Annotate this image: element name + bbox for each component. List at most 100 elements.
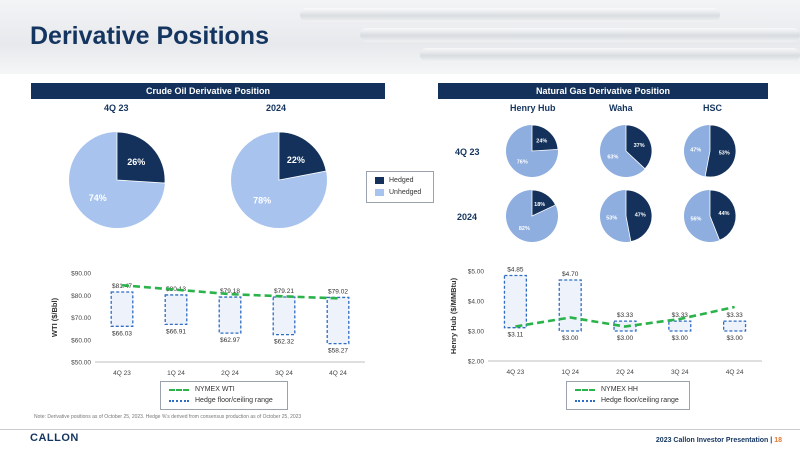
pipe-graphic	[420, 48, 800, 62]
oil-chart-hedge-range-bar	[326, 296, 350, 345]
oil-chart-floor-label: $62.97	[220, 337, 240, 344]
oil-chart-y-label: WTI ($/Bbl)	[50, 297, 59, 337]
oil-chart-ceiling-label: $79.18	[220, 288, 240, 295]
range-swatch	[169, 399, 189, 402]
gas-chart-ceiling-label: $4.70	[562, 271, 579, 278]
legend-hedge-range: Hedge floor/ceiling range	[195, 397, 273, 404]
oil-pie-4q23-hedged-label: 26%	[127, 157, 145, 167]
company-logo: CALLON	[30, 432, 79, 444]
gas-pie-4-hedged-label: 53%	[719, 150, 730, 156]
oil-chart-hedge-range-bar	[218, 296, 242, 334]
gas-chart-ceiling-label: $4.85	[507, 267, 524, 274]
gas-pie-2-hedged-slice	[531, 124, 559, 152]
gas-line-legend: NYMEX HH Hedge floor/ceiling range	[566, 381, 690, 410]
oil-chart-ceiling-label: $80.13	[166, 286, 186, 293]
oil-chart-floor-label: $58.27	[328, 348, 348, 355]
gas-pie-3-hedged-label: 37%	[634, 143, 645, 149]
gas-chart-y-tick: $3.00	[468, 329, 485, 336]
oil-chart-y-tick: $90.00	[71, 271, 91, 278]
gas-chart-x-tick: 4Q 23	[507, 369, 525, 376]
gas-pie-3-unhedged-label: 63%	[607, 155, 618, 161]
gas-chart-floor-label: $3.00	[617, 335, 634, 342]
gas-col-hsc: HSC	[703, 103, 723, 113]
legend-nymex-hh: NYMEX HH	[601, 386, 638, 393]
gas-chart-hedge-range-bar	[558, 279, 582, 332]
oil-section-band: Crude Oil Derivative Position	[31, 83, 385, 99]
gas-chart-floor-label: $3.11	[508, 332, 524, 339]
oil-pie-legend: Hedged Unhedged	[366, 171, 434, 203]
oil-chart-y-tick: $50.00	[71, 360, 91, 367]
strip-line-swatch	[169, 388, 189, 391]
legend-hedged: Hedged	[389, 177, 414, 184]
oil-chart-y-tick: $60.00	[71, 337, 91, 344]
gas-chart-y-tick: $5.00	[468, 269, 485, 276]
pipe-graphic	[360, 28, 800, 42]
gas-col-waha: Waha	[609, 103, 633, 113]
oil-chart-ceiling-label: $79.21	[274, 288, 294, 295]
gas-chart-hedge-range-bar	[722, 320, 747, 332]
oil-chart-floor-label: $66.03	[112, 330, 132, 337]
oil-chart-hedge-range-bar	[110, 291, 134, 327]
gas-chart-ceiling-label: $3.33	[672, 312, 689, 319]
gas-chart-x-tick: 3Q 24	[671, 369, 689, 376]
gas-chart-floor-label: $3.00	[562, 335, 579, 342]
gas-row-4q23: 4Q 23	[455, 147, 480, 157]
gas-chart-x-tick: 1Q 24	[561, 369, 579, 376]
legend-hedge-range: Hedge floor/ceiling range	[601, 397, 679, 404]
gas-pie-7-unhedged-label: 56%	[690, 217, 701, 223]
gas-chart-hedge-range-bar	[503, 274, 528, 329]
oil-chart-x-tick: 2Q 24	[221, 370, 239, 377]
gas-chart-x-tick: 4Q 24	[726, 369, 744, 376]
gas-pie-2-unhedged-label: 76%	[517, 159, 528, 165]
gas-row-2024: 2024	[457, 212, 478, 222]
gas-pie-7-hedged-label: 44%	[719, 211, 730, 217]
range-swatch	[575, 399, 595, 402]
legend-nymex-wti: NYMEX WTI	[195, 386, 235, 393]
oil-pie-label-4q23: 4Q 23	[104, 103, 129, 113]
gas-chart-y-tick: $4.00	[468, 299, 485, 306]
gas-pie-6-hedged-slice	[625, 189, 653, 243]
gas-chart-hedge-range-bar	[668, 320, 692, 332]
oil-pie-2024-unhedged-label: 78%	[253, 195, 271, 205]
oil-chart-x-tick: 4Q 23	[113, 370, 131, 377]
oil-chart-x-tick: 1Q 24	[167, 370, 185, 377]
legend-unhedged: Unhedged	[389, 189, 422, 196]
oil-chart-y-tick: $80.00	[71, 293, 91, 300]
oil-pie-4q23-hedged-slice	[116, 131, 166, 184]
gas-pie-5-hedged-slice	[531, 189, 557, 217]
oil-chart-y-tick: $70.00	[71, 315, 91, 322]
gas-chart-x-tick: 2Q 24	[616, 369, 634, 376]
gas-pie-4-hedged-slice	[704, 124, 737, 178]
gas-pie-2-hedged-label: 24%	[536, 139, 547, 145]
page-title: Derivative Positions	[30, 22, 269, 50]
gas-chart-floor-label: $3.00	[726, 335, 743, 342]
gas-chart-floor-label: $3.00	[672, 335, 689, 342]
oil-chart-floor-label: $62.32	[274, 339, 294, 346]
unhedged-swatch	[375, 189, 384, 196]
header-banner: Derivative Positions	[0, 0, 800, 74]
oil-chart-ceiling-label: $79.02	[328, 288, 348, 295]
oil-line-legend: NYMEX WTI Hedge floor/ceiling range	[160, 381, 288, 410]
gas-pie-4-unhedged-label: 47%	[690, 148, 701, 154]
oil-chart-hedge-range-bar	[164, 294, 188, 326]
strip-line-swatch	[575, 388, 595, 391]
oil-chart-hedge-range-bar	[272, 296, 296, 336]
gas-pie-6-unhedged-label: 53%	[606, 215, 617, 221]
footer-text: 2023 Callon Investor Presentation | 18	[656, 437, 782, 444]
gas-section-band: Natural Gas Derivative Position	[438, 83, 768, 99]
oil-chart-floor-label: $66.91	[166, 328, 186, 335]
oil-chart-strip-line	[121, 283, 339, 300]
footer-presentation: 2023 Callon Investor Presentation |	[655, 437, 773, 444]
pipe-graphic	[300, 8, 720, 22]
gas-chart-strip-line	[515, 305, 735, 328]
page-number: 18	[774, 437, 782, 444]
oil-pie-2024-hedged-slice	[278, 131, 327, 181]
gas-col-henry-hub: Henry Hub	[510, 103, 556, 113]
gas-chart-y-tick: $2.00	[468, 359, 485, 366]
gas-pie-6-hedged-label: 47%	[635, 213, 646, 219]
oil-pie-4q23-unhedged-label: 74%	[89, 193, 107, 203]
